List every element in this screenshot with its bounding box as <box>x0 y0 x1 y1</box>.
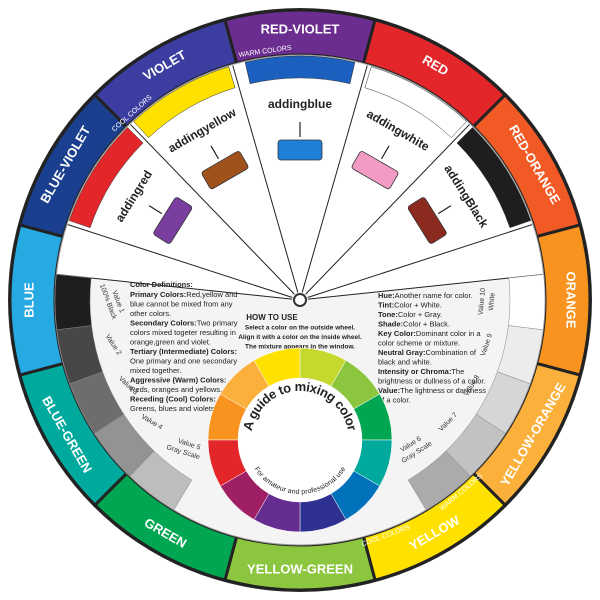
gray-step <box>508 274 546 331</box>
definition-text: Two primary <box>197 318 238 327</box>
gray-label: White <box>488 292 497 311</box>
definition-term: Tint: <box>378 300 394 309</box>
window-arrow <box>148 205 163 215</box>
ring-label: YELLOW-GREEN <box>247 561 353 576</box>
definition-line: One primary and one secondary <box>130 356 237 365</box>
fan-line <box>307 224 533 299</box>
definition-term: Intensity or Chroma: <box>378 367 451 376</box>
window-swatch <box>153 197 193 244</box>
window-arrow <box>210 145 220 160</box>
definition-text: Red,yellow and <box>186 290 237 299</box>
definition-term: Tone: <box>378 310 398 319</box>
how-to-line: The mixture appears in the window. <box>245 344 355 351</box>
window-cap <box>364 66 467 138</box>
inner-center <box>238 378 362 502</box>
definition-line: Receding (Cool) Colors: <box>130 394 216 403</box>
definition-term: Aggressive (Warm) Colors: <box>130 375 226 384</box>
definition-text: Another name for color. <box>395 291 473 300</box>
pivot <box>293 293 307 307</box>
definition-line: Hue:Another name for color. <box>378 291 473 300</box>
window-swatch <box>277 139 323 161</box>
definition-line: Reds, oranges and yellows. <box>130 385 222 394</box>
definition-term: Hue: <box>378 291 395 300</box>
gray-label: Value 10 <box>478 288 488 316</box>
definition-term: Receding (Cool) Colors: <box>130 394 216 403</box>
definition-line: Value:The lightness or darkness <box>378 386 486 395</box>
definition-line: color scheme or mixture. <box>378 338 460 347</box>
definition-line: orange,green and violet. <box>130 337 211 346</box>
ring-label: ORANGE <box>564 271 579 328</box>
how-to-title: HOW TO USE <box>246 313 298 322</box>
definition-line: mixed together. <box>130 366 181 375</box>
how-to-line: Select a color on the outside wheel. <box>245 325 355 332</box>
definition-line: Intensity or Chroma:The <box>378 367 464 376</box>
window-cap <box>68 127 144 229</box>
gray-step <box>54 274 92 331</box>
gray-step <box>56 325 103 385</box>
window-label: addingblue <box>268 97 332 111</box>
definition-line: black and white. <box>378 357 432 366</box>
window-arrow <box>380 145 390 160</box>
gray-step <box>69 371 125 434</box>
definition-text: Color + White. <box>394 300 442 309</box>
fan-line <box>305 124 470 295</box>
window-cap <box>456 127 532 229</box>
window-verb: adding <box>268 97 307 111</box>
inner-segment <box>207 439 247 487</box>
definition-text: Dominant color in a <box>416 329 481 338</box>
ring-label: BLUE <box>21 282 36 318</box>
definition-line: Greens, blues and violets. <box>130 404 217 413</box>
window-cap <box>244 55 356 84</box>
gray-step <box>129 450 193 511</box>
definition-line: Aggressive (Warm) Colors: <box>130 375 226 384</box>
definition-term: Primary Colors: <box>130 290 186 299</box>
definition-text: Color + Black. <box>403 319 450 328</box>
definition-line: Tone:Color + Gray. <box>378 310 442 319</box>
definition-term: Secondary Colors: <box>130 318 197 327</box>
window-swatch <box>201 151 249 190</box>
definition-text: The lightness or darkness <box>400 386 486 395</box>
gray-step <box>407 450 471 511</box>
window-swatch <box>351 151 399 190</box>
window-swatch <box>407 197 447 244</box>
definition-text: The <box>451 367 464 376</box>
fan-line <box>232 65 299 293</box>
definition-term: Shade: <box>378 319 403 328</box>
definition-term: Neutral Gray: <box>378 348 426 357</box>
window-color-name: blue <box>307 97 332 111</box>
fan-line <box>67 224 293 299</box>
definition-line: Tint:Color + White. <box>378 300 442 309</box>
fan-line <box>130 124 295 295</box>
definition-line: of a color. <box>378 395 411 404</box>
definition-line: Tertiary (Intermediate) Colors: <box>130 347 237 356</box>
definition-text: Color + Gray. <box>398 310 442 319</box>
definition-line: colors mixed togeter resulting in <box>130 328 236 337</box>
fan-line <box>307 273 543 300</box>
definition-line: Neutral Gray:Combination of <box>378 348 477 357</box>
definition-line: brightness or dullness of a color. <box>378 376 486 385</box>
fan-line <box>301 65 368 293</box>
definition-line: other colors. <box>130 309 171 318</box>
window-arrow <box>437 205 452 215</box>
fan-line <box>57 273 293 300</box>
definition-line: blue cannot be mixed from any <box>130 299 233 308</box>
window-cap <box>133 66 236 138</box>
definition-term: Key Color: <box>378 329 416 338</box>
definition-term: Tertiary (Intermediate) Colors: <box>130 347 237 356</box>
definition-line: Secondary Colors:Two primary <box>130 318 238 327</box>
definitions-title: Color Definitions: <box>130 280 193 289</box>
how-to-line: Align it with a color on the inside whee… <box>238 334 362 341</box>
definition-line: Key Color:Dominant color in a <box>378 329 481 338</box>
window-fan <box>57 56 543 300</box>
definition-term: Value: <box>378 386 400 395</box>
definition-text: Combination of <box>426 348 477 357</box>
ring-label: RED-VIOLET <box>261 21 340 36</box>
gray-step <box>94 414 155 477</box>
definition-line: Shade:Color + Black. <box>378 319 450 328</box>
definition-line: Primary Colors:Red,yellow and <box>130 290 238 299</box>
